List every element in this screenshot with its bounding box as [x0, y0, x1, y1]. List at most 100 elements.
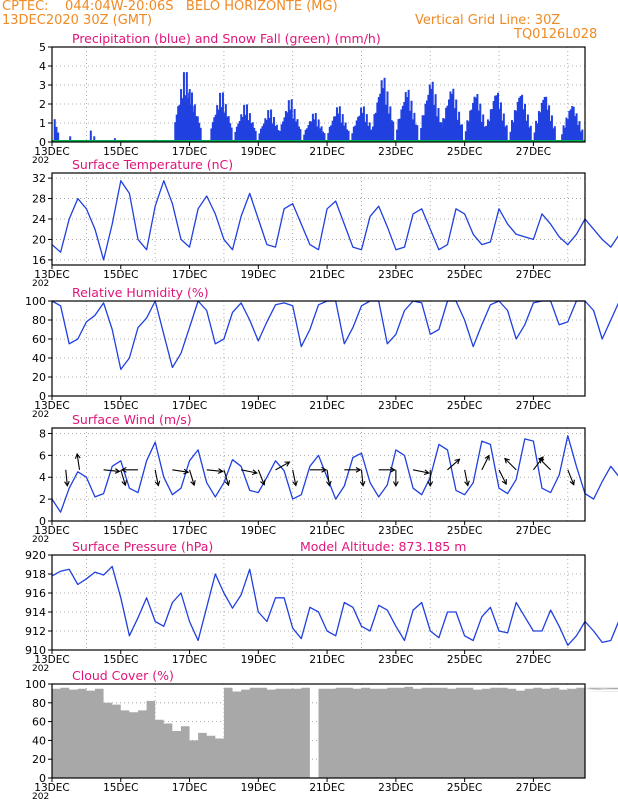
wind-arrowhead — [284, 461, 291, 467]
precip-bar — [230, 127, 233, 142]
precip-bar — [216, 105, 219, 142]
precip-bar — [416, 125, 419, 142]
precip-bar — [575, 113, 578, 142]
wind-arrowhead — [464, 480, 470, 487]
precip-bar — [461, 124, 464, 142]
panel-precip: 0 1 2 3 4 5 13DEC 15DEC 17DEC 19DEC 21DEC 23DEC 25DE… — [32, 31, 586, 166]
precip-bar — [430, 88, 433, 142]
precip-bar — [518, 97, 521, 142]
precip-bar — [491, 109, 494, 142]
wind-arrowhead — [74, 452, 81, 459]
precip-bar — [290, 99, 293, 142]
precip-bar — [516, 101, 519, 142]
x-tick-label: 21DEC — [309, 782, 344, 794]
x-tick-label: 21DEC — [309, 400, 344, 412]
precip-bar — [299, 129, 302, 142]
precip-bar — [196, 116, 199, 142]
precip-bar — [250, 123, 253, 142]
x-tick-label: 17DEC — [172, 269, 207, 281]
precip-bar — [282, 121, 285, 142]
y-tick-label: 916 — [25, 587, 46, 600]
precip-bar — [411, 119, 414, 142]
x-tick-label: 25DEC — [447, 146, 482, 158]
x-tick-label: 27DEC — [516, 269, 551, 281]
panel-rh: 0 20 40 60 80 100 13DEC 15DEC 17DEC 19DEC 21DEC 23D… — [25, 285, 618, 420]
wind-arrow — [154, 469, 159, 486]
precip-bar — [404, 92, 407, 142]
x-tick-label: 13DEC — [34, 654, 69, 666]
precip-bar — [270, 109, 273, 142]
precip-bar — [69, 136, 72, 142]
precip-bar — [437, 108, 440, 142]
precip-bar — [277, 130, 280, 142]
x-tick-label: 19DEC — [241, 146, 276, 158]
panel-cloud: 0 20 40 60 80 100 13DEC 15DEC 17DEC 19DEC 21DEC 23D… — [25, 668, 618, 800]
precip-bar — [306, 128, 309, 142]
wind-arrowhead — [326, 480, 332, 487]
x-tick-label: 19DEC — [241, 654, 276, 666]
precip-bar — [512, 122, 515, 142]
x-tick-label: 27DEC — [516, 400, 551, 412]
wind-arrow — [464, 469, 469, 486]
precip-bar — [533, 132, 536, 142]
precip-bar — [377, 97, 380, 142]
precip-bar — [470, 109, 473, 142]
y-tick-label: 24 — [32, 213, 46, 226]
precip-bar — [433, 104, 436, 142]
wind-arrowhead — [114, 468, 121, 474]
precip-bar — [237, 123, 240, 142]
panel-frame — [51, 427, 586, 522]
x-tick-label: 27DEC — [516, 525, 551, 537]
y-tick-label: 80 — [32, 314, 46, 327]
y-tick-label: 918 — [25, 568, 46, 581]
precip-bar — [333, 116, 336, 142]
x-tick-label: 21DEC — [309, 269, 344, 281]
precip-bar — [303, 134, 306, 142]
precip-bar — [396, 129, 399, 142]
precip-bar — [268, 117, 271, 142]
precip-bar — [409, 110, 412, 142]
precip-bar — [210, 128, 213, 142]
precip-bar — [571, 106, 574, 142]
panel-subtitle: Model Altitude: 873.185 m — [300, 539, 466, 554]
precip-bar — [360, 107, 363, 142]
precip-bar — [296, 119, 299, 142]
x-year-stub: 202 — [32, 664, 49, 674]
precip-bar — [406, 97, 409, 142]
wind-arrowhead — [390, 466, 396, 473]
x-tick-label: 25DEC — [447, 654, 482, 666]
precip-bar — [338, 106, 341, 142]
wind-arrow — [498, 469, 507, 485]
y-tick-label: 100 — [25, 295, 46, 308]
wind-arrow — [447, 458, 460, 471]
x-year-stub: 202 — [32, 410, 49, 420]
precip-bar — [483, 126, 486, 142]
precip-bar — [537, 111, 540, 142]
precip-bar — [499, 102, 502, 142]
precip-bar — [309, 121, 312, 142]
x-tick-label: 25DEC — [447, 782, 482, 794]
y-tick-label: 20 — [32, 371, 46, 384]
precip-bar — [262, 123, 265, 142]
precip-bar — [428, 84, 431, 142]
precip-bar — [568, 110, 571, 142]
precip-bar — [581, 129, 584, 142]
wind-arrow — [172, 469, 189, 473]
wind-arrowhead — [454, 458, 461, 465]
y-tick-label: 100 — [25, 678, 46, 691]
precip-bar — [479, 103, 482, 142]
precip-bar — [258, 133, 261, 142]
wind-arrowhead — [423, 469, 430, 476]
precip-bar — [427, 94, 430, 142]
precip-bar — [370, 129, 373, 142]
precip-bar — [566, 119, 569, 142]
x-tick-label: 21DEC — [309, 654, 344, 666]
precip-bar — [320, 126, 323, 142]
precip-bar — [579, 131, 582, 142]
x-tick-label: 23DEC — [378, 400, 413, 412]
precip-bar — [525, 120, 528, 142]
precip-bar — [379, 93, 382, 142]
precip-bar — [390, 120, 393, 142]
precip-bar — [577, 125, 580, 142]
precip-bar — [364, 121, 367, 142]
